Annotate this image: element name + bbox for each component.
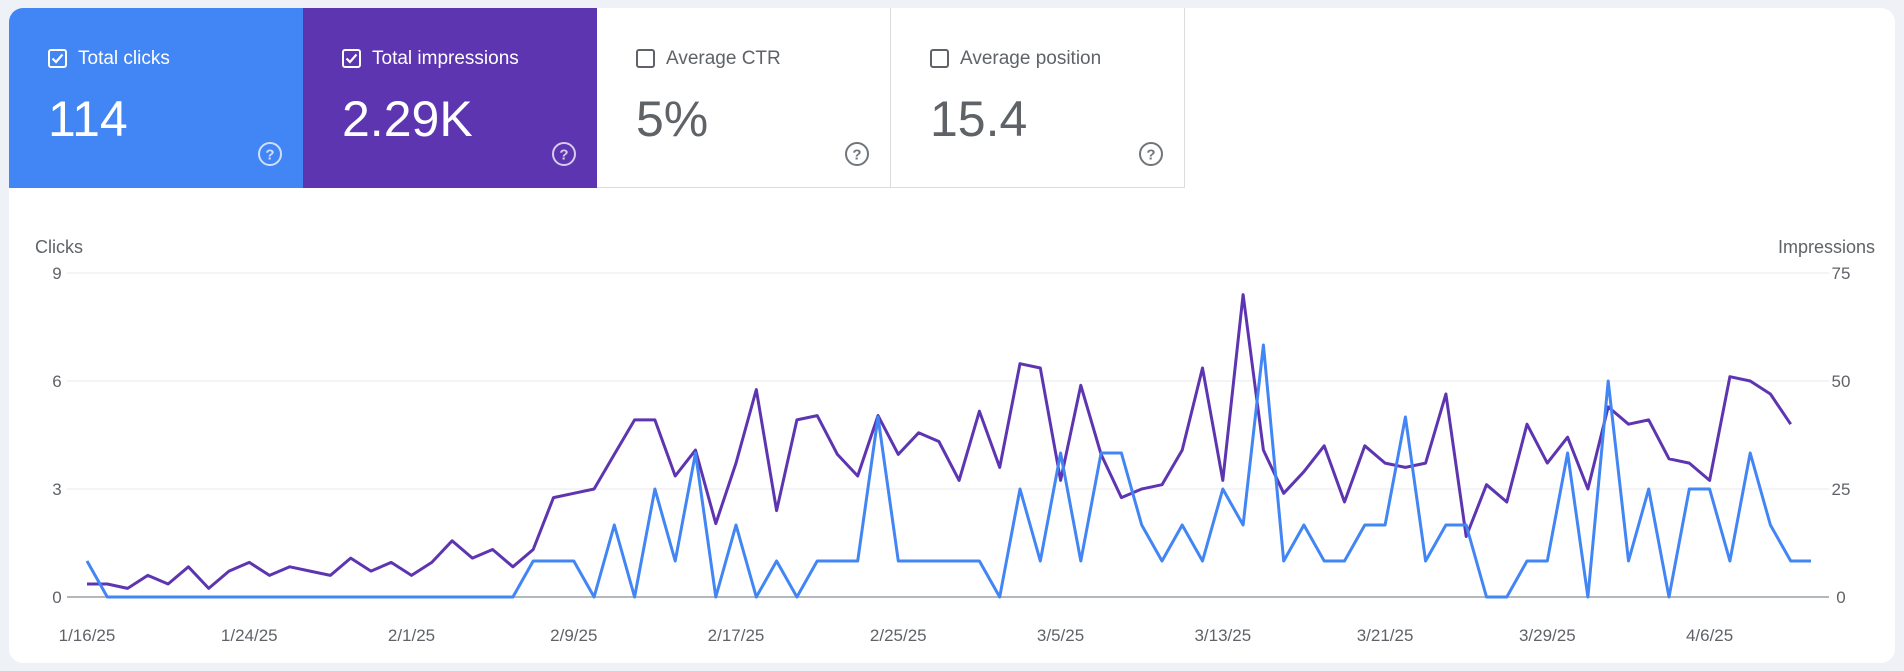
metric-label: Average position [960,48,1102,69]
right-tick-label: 0 [1836,588,1845,607]
x-tick-label: 2/1/25 [388,626,435,645]
x-tick-label: 3/21/25 [1357,626,1414,645]
total-clicks-tile[interactable]: Total clicks 114 ? [9,8,303,188]
checkbox-icon[interactable] [636,49,655,68]
left-tick-label: 0 [52,588,61,607]
x-tick-label: 1/24/25 [221,626,278,645]
clicks-series-line [85,343,1811,599]
x-tick-label: 4/6/25 [1686,626,1733,645]
svg-text:?: ? [559,147,568,164]
checkbox-icon[interactable] [342,49,361,68]
total-impressions-tile[interactable]: Total impressions 2.29K ? [303,8,597,188]
right-tick-label: 25 [1832,480,1851,499]
checkbox-icon[interactable] [930,49,949,68]
metric-value: 114 [48,91,128,147]
average-position-tile[interactable]: Average position 15.4 ? [891,8,1185,188]
impressions-series-line [87,293,1792,590]
left-tick-label: 3 [52,480,61,499]
x-tick-label: 3/29/25 [1519,626,1576,645]
average-ctr-tile[interactable]: Average CTR 5% ? [597,8,891,188]
svg-text:?: ? [265,147,274,164]
x-tick-label: 3/13/25 [1194,626,1251,645]
metric-value: 15.4 [930,91,1028,147]
x-tick-label: 1/16/25 [59,626,116,645]
left-axis-label: Clicks [35,237,83,257]
help-circle-icon[interactable]: ? [844,141,870,167]
checkbox-icon[interactable] [48,49,67,68]
metric-label: Total clicks [78,48,170,69]
performance-card: Total clicks 114 ? Total impressions 2.2… [9,8,1895,663]
metric-value: 5% [636,91,709,147]
help-circle-icon[interactable]: ? [551,141,577,167]
svg-text:?: ? [1146,147,1155,164]
metric-label: Total impressions [372,48,519,69]
right-tick-label: 50 [1832,372,1851,391]
metric-value: 2.29K [342,91,473,147]
help-circle-icon[interactable]: ? [1138,141,1164,167]
x-tick-label: 3/5/25 [1037,626,1084,645]
x-tick-label: 2/17/25 [708,626,765,645]
x-tick-label: 2/25/25 [870,626,927,645]
x-tick-label: 2/9/25 [550,626,597,645]
help-circle-icon[interactable]: ? [257,141,283,167]
metric-label: Average CTR [666,48,781,69]
performance-chart: Clicks Impressions 0 3 6 9 0 25 50 75 1/16/25 1… [35,237,1875,645]
right-axis-label: Impressions [1778,237,1875,257]
left-tick-label: 6 [52,372,61,391]
right-tick-label: 75 [1832,264,1851,283]
svg-text:?: ? [852,147,861,164]
left-tick-label: 9 [52,264,61,283]
